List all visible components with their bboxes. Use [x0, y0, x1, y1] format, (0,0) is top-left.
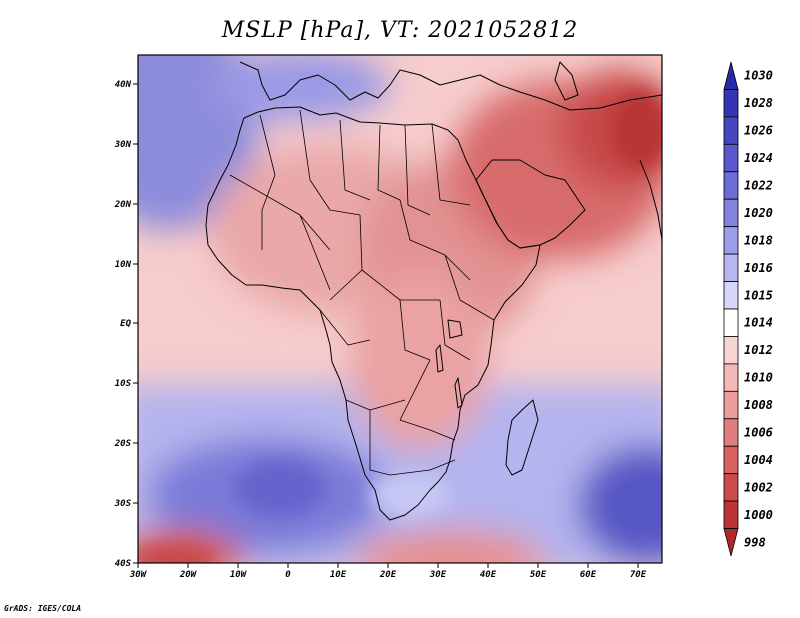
x-tick-label: 30W [129, 570, 148, 580]
colorbar-label: 1018 [744, 233, 773, 247]
madagascar-coastline [505, 399, 539, 476]
y-tick-label: 40N [115, 80, 132, 90]
x-tick-label: 30E [429, 570, 447, 580]
map-frame [137, 54, 663, 564]
colorbar-label: 1012 [744, 343, 773, 357]
y-tick-label: 10N [115, 260, 132, 270]
colorbar-swatch [723, 308, 739, 337]
colorbar-label: 1015 [744, 288, 773, 302]
x-tick-label: 0 [285, 570, 291, 580]
colorbar-label: 1002 [744, 480, 773, 494]
y-tick-label: 30N [114, 140, 132, 150]
colorbar-swatch [723, 418, 739, 447]
pressure-field [138, 55, 662, 563]
arabian-peninsula [475, 159, 586, 249]
india-coast [639, 159, 662, 241]
colorbar-label: 1022 [744, 179, 773, 193]
x-tick-label: 60E [580, 570, 597, 580]
lake-malawi [454, 377, 463, 409]
colorbar-swatch [723, 528, 739, 557]
colorbar-swatch [723, 143, 739, 173]
map-title: MSLP [hPa], VT: 2021052812 [221, 18, 579, 43]
x-tick-label: 20W [179, 570, 198, 580]
y-tick-label: 40S [115, 559, 132, 569]
x-tick-label: 40E [480, 570, 497, 580]
x-tick-label: 20E [379, 570, 397, 580]
colorbar-swatch [723, 116, 739, 145]
colorbar-label: 1024 [744, 151, 773, 165]
tick-marks [133, 83, 639, 568]
x-tick-label: 70E [630, 570, 647, 580]
colorbar-label: 1020 [744, 206, 773, 220]
colorbar-label: 1030 [744, 69, 773, 83]
colorbar-label: 1008 [744, 398, 773, 412]
colorbar: 1030 1028 1026 1024 1022 1020 1018 1016 1015 1014… [723, 61, 773, 557]
colorbar-swatch [723, 61, 739, 90]
colorbar-label: 998 [744, 535, 766, 549]
colorbar-label: 1016 [744, 261, 773, 275]
colorbar-swatch [723, 89, 739, 118]
colorbar-swatch [723, 363, 739, 392]
colorbar-swatch [723, 445, 739, 475]
lake-victoria [447, 319, 463, 339]
colorbar-label: 1026 [744, 124, 773, 138]
colorbar-label: 1014 [744, 316, 773, 330]
y-tick-label: 10S [115, 379, 132, 389]
colorbar-swatch [723, 390, 739, 420]
caspian-coast [554, 61, 579, 101]
colorbar-label: 1006 [744, 426, 773, 440]
colorbar-label: 1028 [744, 96, 773, 110]
colorbar-label: 1000 [744, 508, 773, 522]
y-tick-label: 20N [114, 200, 132, 210]
y-tick-label: EQ [120, 319, 131, 329]
y-tick-label: 30S [114, 499, 132, 509]
colorbar-swatch [723, 281, 739, 310]
colorbar-swatch [723, 226, 739, 255]
x-tick-label: 10W [230, 570, 248, 580]
x-axis-labels: 30W 20W 10W 0 10E 20E 30E 40E 50E 60E 70… [129, 570, 647, 580]
africa-coastline [205, 106, 541, 521]
colorbar-swatch [723, 171, 739, 200]
colorbar-swatch [723, 336, 739, 365]
colorbar-swatch [723, 198, 739, 228]
colorbar-swatch [723, 500, 739, 529]
y-axis-labels: 40N 30N 20N 10N EQ 10S 20S 30S 40S [114, 80, 132, 569]
x-tick-label: 10E [330, 570, 347, 580]
coastlines [205, 61, 662, 521]
y-tick-label: 20S [114, 439, 132, 449]
x-tick-label: 50E [530, 570, 547, 580]
colorbar-swatch [723, 253, 739, 282]
lake-tanganyika [435, 344, 444, 373]
europe-coast [239, 61, 662, 111]
country-borders [229, 109, 495, 476]
colorbar-swatch [723, 473, 739, 502]
colorbar-label: 1004 [744, 453, 773, 467]
colorbar-label: 1010 [744, 371, 773, 385]
credit-label: GrADS: IGES/COLA [4, 604, 82, 613]
